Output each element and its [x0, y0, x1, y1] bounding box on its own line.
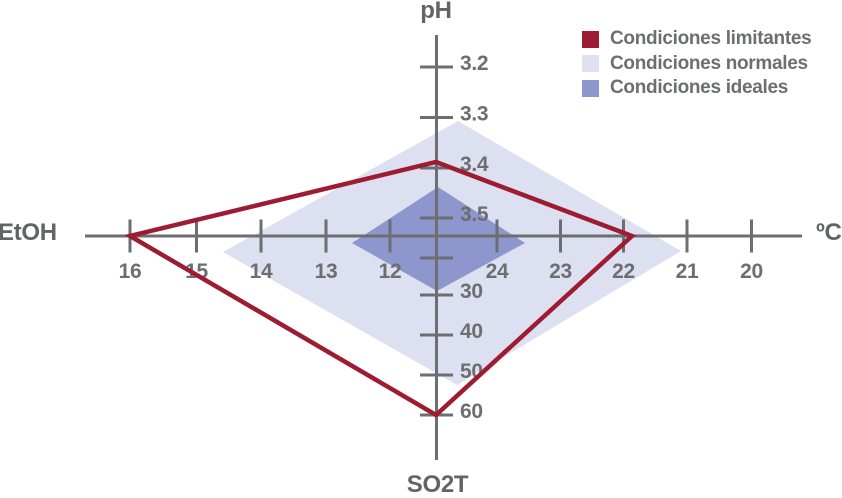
legend-item-normales: Condiciones normales — [582, 52, 811, 77]
tick-label: 22 — [612, 260, 635, 283]
tick-label: 20 — [740, 260, 763, 283]
tick-label: 40 — [460, 320, 483, 343]
tick-label: 16 — [119, 260, 142, 283]
axis-label-celsius: ºC — [816, 219, 842, 246]
tick-label: 3.2 — [460, 52, 488, 75]
tick-label: 3.3 — [460, 103, 488, 126]
tick-label: 12 — [379, 260, 402, 283]
tick-label: 14 — [250, 260, 273, 283]
tick-label: 60 — [460, 400, 483, 423]
tick-label: 3.5 — [460, 203, 489, 226]
axis-label-ph: pH — [420, 0, 452, 24]
legend-item-limitantes: Condiciones limitantes — [582, 27, 812, 52]
legend-swatch-ideales — [582, 79, 599, 97]
tick-label: 3.4 — [460, 153, 489, 176]
legend-item-ideales: Condiciones ideales — [582, 76, 811, 101]
axis-label-so2t: SO2T — [406, 471, 469, 498]
legend-label-limitantes: Condiciones limitantes — [610, 28, 812, 50]
series-area-ideales — [352, 187, 525, 291]
series-outline-limitantes — [124, 159, 637, 418]
tick-label: 13 — [315, 260, 338, 283]
tick-label: 30 — [460, 280, 483, 303]
tick-label: 50 — [460, 360, 483, 383]
legend-swatch-limitantes — [582, 30, 599, 48]
tick-label: 23 — [549, 260, 572, 283]
tick-label: 21 — [676, 260, 699, 283]
axis-label-etoh: EtOH — [0, 219, 57, 246]
legend-label-normales: Condiciones normales — [610, 52, 808, 74]
legend-label-ideales: Condiciones ideales — [610, 77, 789, 99]
legend: Condiciones limitantes Condiciones norma… — [582, 27, 812, 101]
legend-swatch-normales — [582, 55, 599, 73]
tick-label: 24 — [486, 260, 509, 283]
